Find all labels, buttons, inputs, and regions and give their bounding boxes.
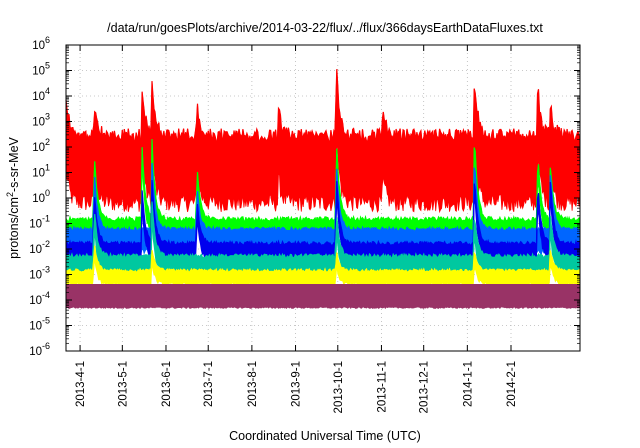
y-tick-label: 103 bbox=[32, 112, 50, 129]
y-tick-label: 106 bbox=[32, 35, 50, 52]
series-3-line bbox=[65, 180, 581, 248]
y-tick-label: 10-5 bbox=[29, 316, 50, 333]
y-tick-label: 100 bbox=[32, 188, 50, 205]
y-axis: 10-6 10-5 10-4 10-3 10-2 10-1 100 101 102 103 104 1… bbox=[29, 35, 580, 358]
x-tick-label: 2013-6-1 bbox=[161, 361, 173, 407]
series-6-band bbox=[65, 284, 581, 310]
chart-title: /data/run/goesPlots/archive/2014-03-22/f… bbox=[107, 21, 543, 35]
y-tick-label: 10-1 bbox=[29, 214, 50, 231]
y-tick-label: 104 bbox=[32, 86, 50, 103]
x-tick-label: 2013-7-1 bbox=[203, 361, 215, 407]
x-tick-label: 2013-12-1 bbox=[419, 361, 431, 413]
x-tick-label: 2014-1-1 bbox=[462, 361, 474, 407]
plot-area bbox=[65, 69, 581, 310]
x-tick-label: 2013-10-1 bbox=[333, 361, 345, 413]
y-axis-label: protons/cm2-s-sr-MeV bbox=[5, 136, 21, 258]
x-tick-label: 2013-8-1 bbox=[247, 361, 259, 407]
y-tick-label: 10-4 bbox=[29, 290, 50, 307]
x-axis: 2013-4-1 2013-5-1 2013-6-1 2013-7-1 2013-8-1… bbox=[75, 45, 518, 413]
x-axis-label: Coordinated Universal Time (UTC) bbox=[229, 429, 421, 443]
series-4-line bbox=[65, 201, 581, 261]
x-tick-label: 2013-5-1 bbox=[117, 361, 129, 407]
y-tick-label: 105 bbox=[32, 61, 50, 78]
x-tick-label: 2013-4-1 bbox=[75, 361, 87, 407]
series-5-line bbox=[65, 245, 581, 274]
series-0-line bbox=[65, 69, 581, 144]
y-tick-label: 10-2 bbox=[29, 239, 50, 256]
series-0-band bbox=[65, 69, 581, 214]
y-tick-label: 101 bbox=[32, 163, 50, 180]
x-tick-label: 2014-2-1 bbox=[506, 361, 518, 407]
x-tick-label: 2013-11-1 bbox=[376, 361, 388, 413]
y-tick-label: 102 bbox=[32, 137, 50, 154]
y-tick-label: 10-3 bbox=[29, 265, 50, 282]
y-tick-label: 10-6 bbox=[29, 341, 50, 358]
x-tick-label: 2013-9-1 bbox=[291, 361, 303, 407]
